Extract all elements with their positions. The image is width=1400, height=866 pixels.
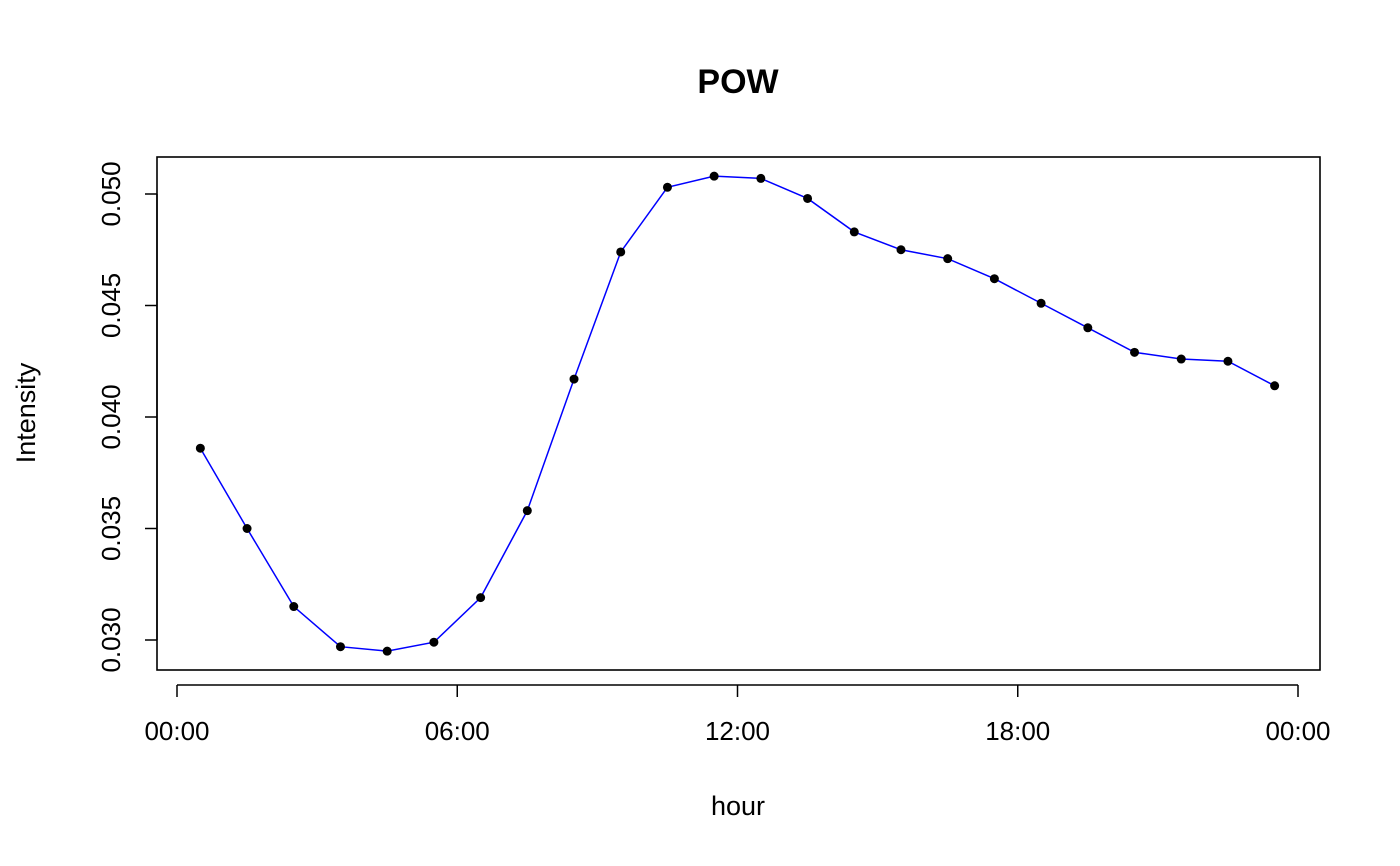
data-point bbox=[429, 637, 439, 647]
x-tick-label: 18:00 bbox=[985, 716, 1050, 746]
x-tick-label: 00:00 bbox=[144, 716, 209, 746]
data-point bbox=[943, 254, 953, 264]
data-point bbox=[803, 193, 813, 203]
data-point bbox=[849, 227, 859, 237]
x-tick-label: 06:00 bbox=[425, 716, 490, 746]
data-point bbox=[569, 374, 579, 384]
data-point bbox=[522, 506, 532, 516]
data-point bbox=[289, 602, 299, 612]
data-point bbox=[756, 173, 766, 183]
data-point bbox=[896, 245, 906, 255]
chart-title: POW bbox=[697, 63, 779, 101]
data-point bbox=[662, 182, 672, 192]
y-tick-label: 0.030 bbox=[96, 607, 126, 672]
y-tick-label: 0.040 bbox=[96, 384, 126, 449]
data-point bbox=[616, 247, 626, 257]
x-axis: 00:00 06:00 12:00 18:00 00:00 bbox=[144, 684, 1331, 746]
plot-frame bbox=[156, 156, 1321, 671]
data-point bbox=[709, 171, 719, 181]
data-point bbox=[242, 524, 252, 533]
data-point bbox=[195, 443, 205, 453]
y-tick-label: 0.045 bbox=[96, 273, 126, 338]
data-point bbox=[1176, 354, 1186, 364]
data-point bbox=[1036, 298, 1046, 308]
x-tick-label: 12:00 bbox=[705, 716, 770, 746]
series-line bbox=[199, 175, 1275, 652]
y-tick-label: 0.035 bbox=[96, 496, 126, 561]
data-point bbox=[476, 593, 486, 603]
data-points bbox=[195, 171, 1280, 656]
y-axis: 0.030 0.035 0.040 0.045 0.050 bbox=[96, 161, 158, 673]
y-axis-label: Intensity bbox=[11, 362, 41, 463]
y-tick-label: 0.050 bbox=[96, 161, 126, 226]
data-point bbox=[1083, 323, 1093, 333]
data-point bbox=[1223, 356, 1233, 366]
data-point bbox=[335, 642, 345, 652]
data-point bbox=[1270, 381, 1280, 391]
x-tick-label: 00:00 bbox=[1265, 716, 1330, 746]
data-point bbox=[382, 646, 392, 656]
x-axis-label: hour bbox=[711, 791, 765, 821]
data-point bbox=[1130, 347, 1140, 357]
data-point bbox=[989, 274, 999, 284]
